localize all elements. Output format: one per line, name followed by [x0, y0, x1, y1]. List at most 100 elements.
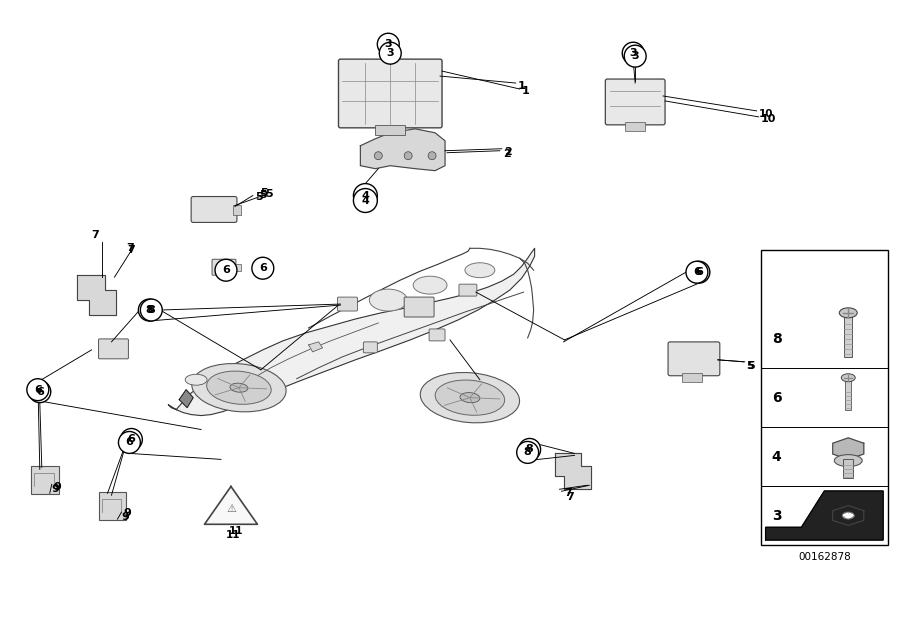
Circle shape [377, 33, 400, 55]
Ellipse shape [420, 373, 519, 423]
Bar [375, 125, 405, 135]
Text: 5: 5 [746, 361, 753, 371]
Bar [626, 122, 645, 131]
Text: 00162878: 00162878 [798, 552, 850, 562]
Polygon shape [832, 506, 864, 525]
FancyBboxPatch shape [404, 297, 434, 317]
Text: 5: 5 [260, 188, 267, 198]
Circle shape [354, 188, 377, 212]
Polygon shape [832, 438, 864, 459]
Ellipse shape [436, 380, 505, 415]
Text: 11: 11 [229, 526, 244, 536]
FancyBboxPatch shape [429, 329, 445, 341]
Text: 11: 11 [226, 530, 240, 540]
FancyBboxPatch shape [338, 59, 442, 128]
Circle shape [119, 431, 140, 453]
Text: 1: 1 [522, 86, 529, 96]
Bar [843, 459, 853, 478]
Text: 8: 8 [524, 447, 532, 457]
Ellipse shape [834, 455, 862, 467]
Ellipse shape [192, 364, 286, 412]
Text: 3: 3 [384, 39, 392, 49]
Text: 8: 8 [771, 332, 781, 346]
Text: 2: 2 [504, 147, 511, 156]
Polygon shape [204, 487, 257, 524]
FancyBboxPatch shape [98, 339, 129, 359]
Ellipse shape [413, 276, 447, 294]
Text: 1: 1 [518, 81, 526, 91]
Circle shape [518, 438, 541, 460]
Circle shape [428, 152, 436, 160]
FancyBboxPatch shape [606, 79, 665, 125]
Bar [233, 264, 241, 271]
Circle shape [27, 378, 49, 401]
Text: 8: 8 [526, 445, 534, 455]
Circle shape [354, 184, 377, 207]
FancyBboxPatch shape [459, 284, 477, 296]
Circle shape [625, 45, 646, 67]
Bar [682, 373, 702, 382]
Text: 3: 3 [772, 509, 781, 523]
Ellipse shape [840, 308, 857, 318]
Text: 5: 5 [265, 188, 273, 198]
Text: 3: 3 [386, 48, 394, 58]
Text: 4: 4 [771, 450, 781, 464]
Text: 2: 2 [503, 149, 510, 159]
Text: 8: 8 [146, 305, 153, 315]
FancyBboxPatch shape [338, 297, 357, 311]
Polygon shape [766, 491, 883, 540]
Text: 7: 7 [128, 245, 135, 255]
Text: 6: 6 [36, 387, 44, 397]
Circle shape [686, 261, 708, 283]
Text: 9: 9 [54, 482, 61, 492]
Text: 6: 6 [125, 438, 133, 448]
Circle shape [215, 259, 237, 281]
Circle shape [688, 261, 710, 283]
Bar [760, 251, 888, 545]
Ellipse shape [460, 392, 480, 403]
Text: 6: 6 [222, 265, 230, 275]
Ellipse shape [230, 383, 248, 392]
Ellipse shape [465, 263, 495, 278]
Text: 4: 4 [362, 195, 369, 205]
Bar [233, 205, 241, 216]
Circle shape [252, 258, 274, 279]
Polygon shape [360, 129, 445, 170]
Text: 10: 10 [760, 114, 776, 124]
Ellipse shape [369, 289, 407, 311]
Ellipse shape [207, 371, 271, 404]
Text: 3: 3 [629, 48, 637, 58]
Text: 10: 10 [759, 109, 773, 119]
Circle shape [139, 299, 160, 321]
Text: 6: 6 [693, 267, 701, 277]
Ellipse shape [185, 374, 207, 385]
FancyBboxPatch shape [668, 342, 720, 376]
Text: ⚠: ⚠ [226, 504, 236, 514]
Circle shape [140, 299, 162, 321]
Circle shape [121, 429, 142, 450]
FancyBboxPatch shape [98, 492, 126, 520]
Text: 7: 7 [92, 230, 99, 240]
Text: 7: 7 [126, 244, 134, 253]
Circle shape [379, 42, 401, 64]
Circle shape [517, 441, 538, 464]
Text: 8: 8 [148, 305, 155, 315]
Polygon shape [76, 275, 116, 315]
Text: 6: 6 [695, 267, 703, 277]
Text: 5: 5 [255, 191, 263, 202]
Ellipse shape [842, 374, 855, 382]
Polygon shape [168, 248, 535, 415]
FancyBboxPatch shape [364, 342, 377, 353]
Text: 5: 5 [747, 361, 754, 371]
Text: 6: 6 [34, 385, 41, 395]
Circle shape [404, 152, 412, 160]
Text: 6: 6 [259, 263, 266, 273]
FancyBboxPatch shape [191, 197, 237, 223]
Circle shape [29, 381, 50, 403]
Text: 9: 9 [51, 484, 59, 494]
Polygon shape [179, 390, 194, 408]
Text: 9: 9 [123, 508, 131, 518]
Text: 7: 7 [566, 492, 574, 502]
Text: 6: 6 [128, 434, 135, 445]
Text: 3: 3 [632, 51, 639, 61]
